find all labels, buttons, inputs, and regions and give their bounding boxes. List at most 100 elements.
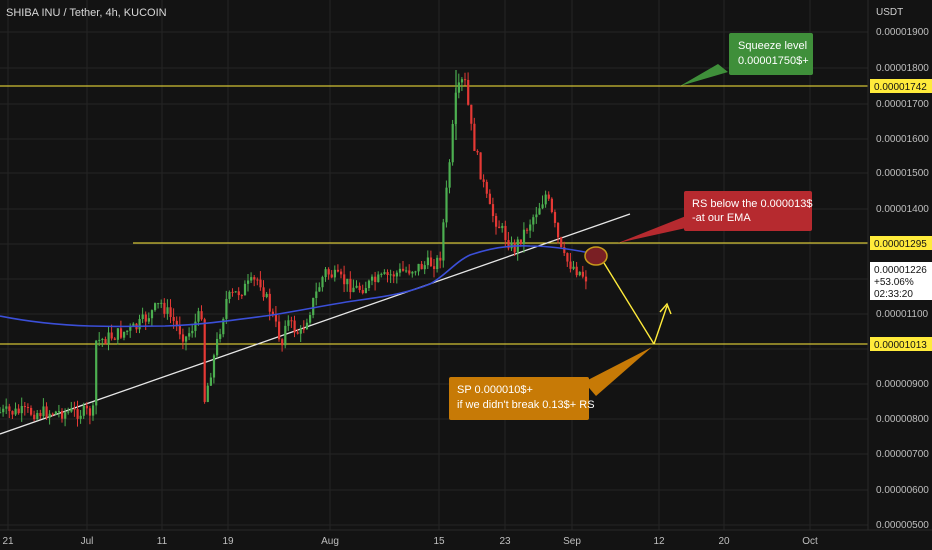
candle-body <box>442 222 445 261</box>
candle-body <box>429 257 433 267</box>
candle-body <box>119 328 123 338</box>
ema-line <box>0 245 591 328</box>
candle-body <box>470 104 473 124</box>
price-tag-support: 0.00001013 <box>870 337 932 351</box>
candle-body <box>507 240 510 249</box>
candle-body <box>383 272 386 274</box>
candle-body <box>48 413 51 418</box>
candle-body <box>309 315 312 323</box>
candle-body <box>11 411 14 415</box>
candle-body <box>243 283 247 296</box>
candle-body <box>197 311 200 322</box>
candle-body <box>17 408 20 414</box>
candle-body <box>324 269 327 278</box>
rs-callout[interactable]: RS below the 0.000013$ -at our EMA <box>618 191 812 243</box>
candle-body <box>98 339 101 341</box>
candle-body <box>20 406 23 414</box>
candle-body <box>278 321 281 340</box>
current-price-text: 0.00001226 <box>874 265 927 276</box>
candle-body <box>377 274 380 283</box>
sp-callout-line1: SP 0.000010$+ <box>457 384 533 396</box>
candle-body <box>479 152 482 180</box>
candle-body <box>553 212 557 223</box>
candle-body <box>39 412 42 417</box>
candle-body <box>216 338 219 356</box>
candle-body <box>126 330 129 332</box>
symbol-title: SHIBA INU / Tether, 4h, KUCOIN <box>6 7 167 19</box>
candle-body <box>467 79 470 105</box>
candle-body <box>566 253 569 262</box>
candle-body <box>26 407 30 409</box>
candle-body <box>203 319 206 402</box>
candle-body <box>513 242 516 253</box>
squeeze-callout-line1: Squeeze level <box>738 40 807 52</box>
candle-body <box>101 339 104 341</box>
candle-body <box>330 274 333 278</box>
price-tick-label: 0.00001600 <box>876 134 929 145</box>
candle-body <box>262 287 265 298</box>
candle-body <box>95 340 98 406</box>
candle-body <box>104 339 107 344</box>
candle-body <box>129 326 132 331</box>
price-tag-resistance: 0.00001295 <box>870 236 932 250</box>
price-tick-label: 0.00001400 <box>876 204 929 215</box>
candle-body <box>85 405 88 409</box>
candle-body <box>92 405 95 416</box>
candle-body <box>253 277 256 280</box>
candle-body <box>144 314 147 322</box>
squeeze-callout[interactable]: Squeeze level 0.00001750$+ <box>680 33 813 86</box>
current-price-tag: 0.00001226 +53.06% 02:33:20 <box>870 262 932 300</box>
candle-body <box>33 414 36 420</box>
candle-body <box>14 408 17 415</box>
price-tick-label: 0.00000800 <box>876 414 929 425</box>
price-tag-squeeze-text: 0.00001742 <box>874 82 927 93</box>
projection-arrow <box>603 262 672 345</box>
candle-body <box>219 334 222 339</box>
candle-body <box>414 271 417 273</box>
candle-body <box>107 332 110 344</box>
candle-body <box>30 407 33 415</box>
candle-body <box>327 269 330 275</box>
time-tick-label: 12 <box>653 536 665 547</box>
sp-callout[interactable]: SP 0.000010$+ if we didn't break 0.13$+ … <box>449 347 652 420</box>
candle-body <box>343 274 346 285</box>
candle-body <box>175 320 178 325</box>
candle-body <box>51 413 54 415</box>
candle-body <box>371 276 374 281</box>
candle-body <box>532 217 535 225</box>
candle-body <box>113 338 116 340</box>
candle-body <box>265 293 268 298</box>
candle-body <box>569 261 572 269</box>
time-tick-label: Sep <box>563 536 581 547</box>
price-tick-label: 0.00001900 <box>876 27 929 38</box>
candle-body <box>5 406 8 409</box>
ascending-trendline[interactable] <box>0 213 631 435</box>
candle-body <box>563 247 566 254</box>
candle-body <box>2 408 5 413</box>
candle-body <box>448 162 451 188</box>
price-tick-label: 0.00001100 <box>876 309 929 320</box>
candle-body <box>439 257 442 261</box>
candle-body <box>116 328 119 340</box>
candle-body <box>498 226 501 229</box>
rs-callout-line2: -at our EMA <box>692 212 751 224</box>
candle-body <box>476 150 479 153</box>
candle-body <box>305 322 309 330</box>
time-axis[interactable]: 21 Jul 11 19 Aug 15 23 Sep 12 20 Oct <box>0 529 932 550</box>
candle-body <box>45 406 48 418</box>
candle-body <box>57 411 61 413</box>
sp-callout-line2: if we didn't break 0.13$+ RS <box>457 399 595 411</box>
price-tag-squeeze: 0.00001742 <box>870 79 932 93</box>
candle-body <box>464 79 467 81</box>
candle-body <box>240 295 243 297</box>
candle-body <box>64 412 67 419</box>
candle-body <box>268 293 271 312</box>
candle-body <box>491 204 495 217</box>
candle-body <box>374 276 377 283</box>
price-tick-label: 0.00000700 <box>876 449 929 460</box>
candle-body <box>560 237 563 248</box>
candle-body <box>333 269 336 278</box>
price-tick-label: 0.00001800 <box>876 63 929 74</box>
